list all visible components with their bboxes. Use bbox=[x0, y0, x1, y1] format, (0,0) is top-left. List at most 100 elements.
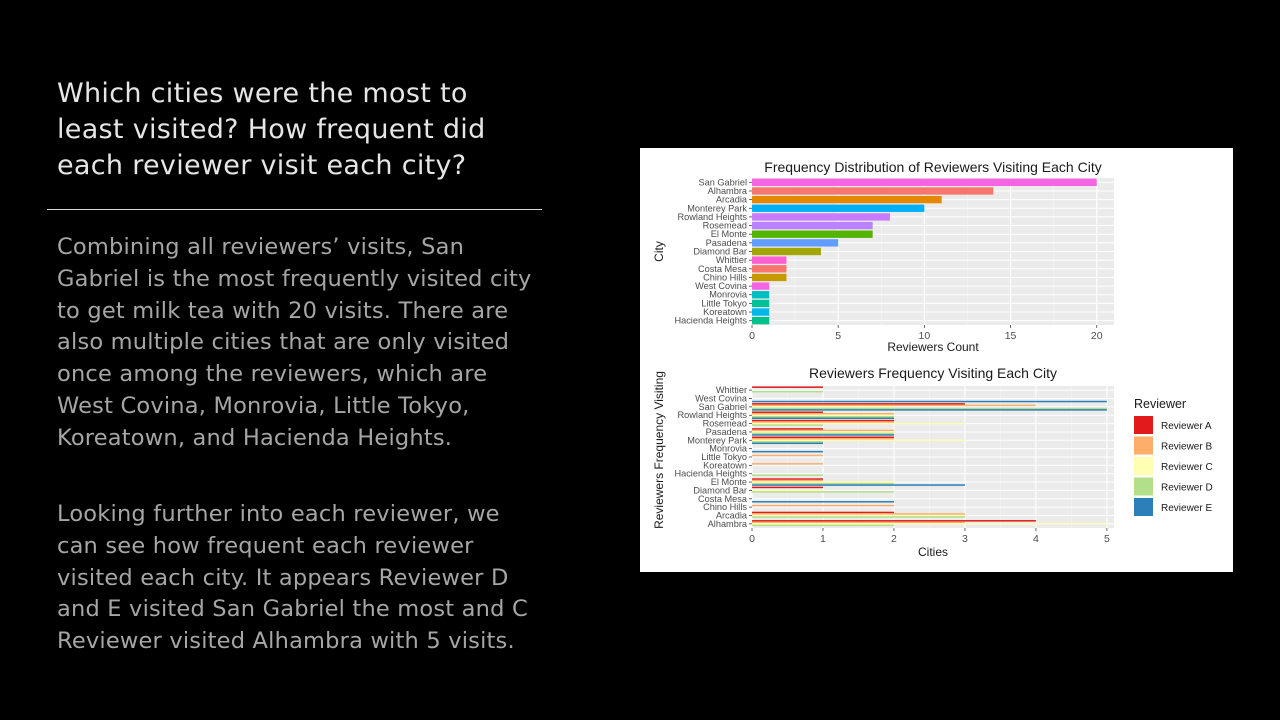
bar-alhambra-reviewer-c bbox=[752, 523, 1107, 525]
bar-costa-mesa-reviewer-e bbox=[752, 501, 894, 503]
bar-rosemead bbox=[752, 221, 873, 230]
bar-san-gabriel-reviewer-a bbox=[752, 403, 965, 405]
chart1-y-axis-label: City bbox=[652, 241, 666, 262]
bar-san-gabriel-reviewer-e bbox=[752, 409, 1107, 411]
chart2-y-axis-label: Reviewers Frequency Visiting bbox=[652, 371, 666, 529]
bar-koreatown bbox=[752, 308, 770, 316]
bar-arcadia-reviewer-b bbox=[752, 513, 965, 515]
chart2-x-axis-label: Cities bbox=[918, 545, 948, 559]
chart1-y-tick-label: Diamond Bar bbox=[693, 247, 747, 257]
legend-label-reviewer-b: Reviewer B bbox=[1161, 442, 1212, 453]
bar-whittier bbox=[752, 256, 787, 264]
chart2-x-tick-label: 5 bbox=[1104, 533, 1110, 545]
bar-alhambra-reviewer-b bbox=[752, 521, 965, 524]
bar-alhambra-reviewer-a bbox=[752, 520, 1036, 522]
chart2-y-tick-label: Pasadena bbox=[706, 427, 748, 437]
legend-swatch-reviewer-e bbox=[1134, 498, 1153, 516]
bar-arcadia-reviewer-c bbox=[752, 514, 965, 517]
bar-monterey-park bbox=[752, 204, 925, 212]
legend-label-reviewer-d: Reviewer D bbox=[1161, 483, 1213, 494]
bar-koreatown-reviewer-b bbox=[752, 463, 823, 465]
paragraph-summary: Combining all reviewers’ visits, San Gab… bbox=[57, 234, 532, 451]
chart2-y-tick-label: San Gabriel bbox=[698, 402, 747, 412]
chart1-x-tick-label: 10 bbox=[919, 330, 931, 342]
bar-rowland-heights-reviewer-a bbox=[752, 411, 823, 413]
legend-label-reviewer-c: Reviewer C bbox=[1161, 462, 1213, 473]
bar-san-gabriel bbox=[752, 178, 1097, 186]
bar-diamond-bar-reviewer-d bbox=[752, 491, 894, 493]
chart2-y-tick-label: Arcadia bbox=[716, 510, 748, 520]
chart1-y-tick-label: Hacienda Heights bbox=[674, 316, 747, 326]
chart1-y-tick-label: Arcadia bbox=[716, 195, 748, 205]
chart1-y-tick-label: Alhambra bbox=[708, 186, 748, 196]
chart1-y-tick-label: Koreatown bbox=[703, 307, 747, 317]
chart2-y-tick-label: El Monte bbox=[711, 477, 747, 487]
chart2-y-tick-label: Chino Hills bbox=[703, 502, 747, 512]
bar-monrovia bbox=[752, 291, 770, 299]
chart1-x-tick-label: 15 bbox=[1005, 330, 1017, 342]
legend-swatch-reviewer-c bbox=[1134, 457, 1153, 475]
chart1-y-tick-label: San Gabriel bbox=[698, 177, 747, 187]
bar-rosemead-reviewer-b bbox=[752, 421, 894, 423]
bar-diamond-bar bbox=[752, 247, 821, 256]
chart1-y-tick-label: Monterey Park bbox=[687, 203, 747, 213]
bar-hacienda-heights-reviewer-d bbox=[752, 474, 823, 476]
bar-costa-mesa bbox=[752, 265, 787, 273]
bar-el-monte-reviewer-c bbox=[752, 481, 894, 483]
bar-el-monte-reviewer-b bbox=[752, 479, 823, 482]
bar-whittier-reviewer-d bbox=[752, 390, 823, 393]
bar-alhambra bbox=[752, 187, 994, 195]
chart2-y-tick-label: Monrovia bbox=[709, 444, 748, 454]
chart1-y-tick-label: Rosemead bbox=[703, 221, 747, 231]
chart1-title: Frequency Distribution of Reviewers Visi… bbox=[764, 159, 1101, 175]
chart2-x-tick-label: 1 bbox=[820, 533, 826, 545]
bar-diamond-bar-reviewer-a bbox=[752, 486, 823, 489]
bar-chino-hills bbox=[752, 273, 787, 282]
legend-swatch-reviewer-b bbox=[1134, 436, 1153, 455]
chart2-y-tick-label: Whittier bbox=[716, 385, 747, 395]
chart2-y-tick-label: Rosemead bbox=[703, 419, 747, 429]
bar-monrovia-reviewer-e bbox=[752, 450, 823, 453]
legend-label-reviewer-e: Reviewer E bbox=[1161, 503, 1212, 514]
chart2-x-tick-label: 4 bbox=[1033, 533, 1039, 545]
chart2-y-tick-label: Alhambra bbox=[708, 519, 748, 529]
bar-rowland-heights bbox=[752, 213, 890, 221]
bar-rowland-heights-reviewer-c bbox=[752, 414, 894, 416]
chart2-y-tick-label: Monterey Park bbox=[687, 435, 747, 445]
chart1-y-tick-label: Little Tokyo bbox=[701, 298, 747, 308]
chart1-y-tick-label: Whittier bbox=[716, 255, 747, 265]
chart1-x-axis-label: Reviewers Count bbox=[887, 340, 979, 354]
chart-panel: 0 5 10 15 20 San Gabriel Alhambra Arcadia Monter… bbox=[640, 148, 1233, 572]
bar-rowland-heights-reviewer-e bbox=[752, 417, 894, 419]
chart1-y-tick-label: Monrovia bbox=[709, 290, 748, 300]
bar-pasadena-reviewer-c bbox=[752, 431, 894, 433]
legend-swatch-reviewer-d bbox=[1134, 477, 1153, 496]
bar-monterey-park-reviewer-c bbox=[752, 439, 965, 442]
chart1-x-tick-label: 0 bbox=[749, 330, 755, 342]
legend-title: Reviewer bbox=[1134, 397, 1186, 411]
bar-diamond-bar-reviewer-c bbox=[752, 489, 823, 492]
bar-west-covina bbox=[752, 282, 770, 290]
chart2-y-tick-label: West Covina bbox=[695, 394, 748, 404]
bar-monterey-park-reviewer-a bbox=[752, 436, 894, 439]
chart2-x-tick-label: 3 bbox=[962, 533, 968, 545]
bar-rowland-heights-reviewer-b bbox=[752, 412, 894, 415]
chart1-y-tick-label: Chino Hills bbox=[703, 272, 747, 282]
chart1-x-tick-label: 5 bbox=[835, 330, 841, 342]
bar-rosemead-reviewer-a bbox=[752, 419, 894, 422]
bar-rosemead-reviewer-c bbox=[752, 422, 965, 425]
bar-arcadia-reviewer-a bbox=[752, 511, 894, 514]
bar-san-gabriel-reviewer-b bbox=[752, 404, 1036, 407]
slide-title: Which cities were the most to least visi… bbox=[57, 78, 486, 181]
title-divider bbox=[47, 209, 542, 210]
chart1-y-tick-label: Costa Mesa bbox=[698, 264, 748, 274]
bar-rosemead-reviewer-d bbox=[752, 424, 823, 426]
bar-rowland-heights-reviewer-d bbox=[752, 415, 894, 418]
bar-pasadena-reviewer-d bbox=[752, 432, 894, 435]
bar-little-tokyo-reviewer-b bbox=[752, 454, 823, 457]
chart2-y-tick-label: Diamond Bar bbox=[693, 485, 747, 495]
legend-swatch-reviewer-a bbox=[1134, 416, 1153, 434]
chart2-y-tick-label: Hacienda Heights bbox=[674, 469, 747, 479]
bar-arcadia-reviewer-d bbox=[752, 516, 965, 518]
bar-pasadena-reviewer-e bbox=[752, 434, 894, 436]
